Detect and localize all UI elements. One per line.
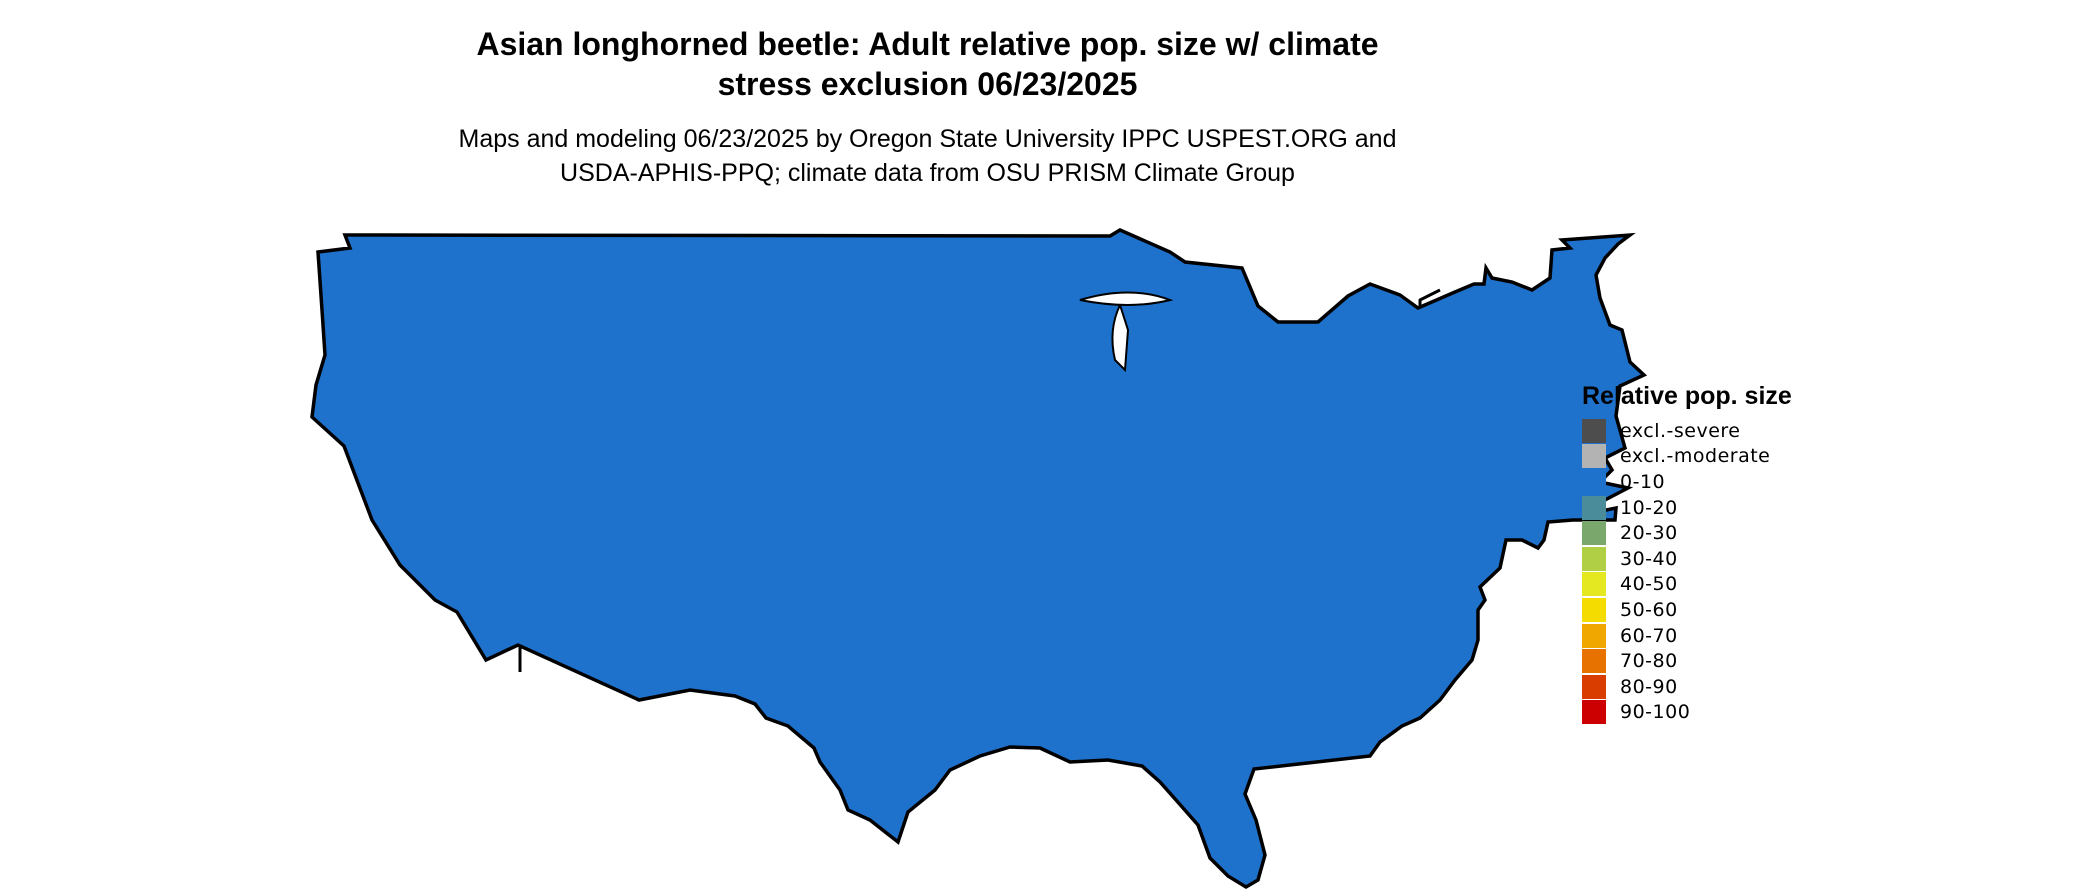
- legend-label: 10-20: [1620, 496, 1678, 519]
- legend-swatch: [1582, 700, 1606, 725]
- legend-swatch: [1582, 469, 1606, 494]
- legend-item: 90-100: [1582, 700, 1792, 726]
- lake-michigan: [1111, 302, 1130, 373]
- legend-label: 40-50: [1620, 573, 1678, 596]
- legend-label: 80-90: [1620, 675, 1678, 698]
- legend-label: 20-30: [1620, 522, 1678, 545]
- map-title-line-1: Asian longhorned beetle: Adult relative …: [476, 26, 1379, 62]
- legend-item: excl.-severe: [1582, 418, 1792, 444]
- map-subtitle: Maps and modeling 06/23/2025 by Oregon S…: [0, 122, 1855, 190]
- legend-item: 70-80: [1582, 648, 1792, 674]
- legend-swatch: [1582, 572, 1606, 597]
- legend-swatch: [1582, 495, 1606, 520]
- legend-label: excl.-severe: [1620, 419, 1741, 442]
- legend-item: 40-50: [1582, 572, 1792, 598]
- map-subtitle-line-1: Maps and modeling 06/23/2025 by Oregon S…: [458, 125, 1397, 153]
- legend-swatch: [1582, 521, 1606, 546]
- us-outline: [310, 228, 1646, 889]
- legend-label: 90-100: [1620, 701, 1691, 724]
- legend-item: 50-60: [1582, 597, 1792, 623]
- legend-item: 60-70: [1582, 623, 1792, 649]
- map-title-line-2: stress exclusion 06/23/2025: [717, 66, 1138, 102]
- map-title: Asian longhorned beetle: Adult relative …: [0, 24, 1855, 104]
- legend-label: 70-80: [1620, 650, 1678, 673]
- legend-items: excl.-severe excl.-moderate 0-10 10-20 20-30…: [1582, 418, 1792, 725]
- legend-label: excl.-moderate: [1620, 445, 1771, 468]
- legend-swatch: [1582, 418, 1606, 443]
- map-subtitle-line-2: USDA-APHIS-PPQ; climate data from OSU PR…: [560, 159, 1295, 187]
- legend-label: 0-10: [1620, 470, 1666, 493]
- legend-item: 0-10: [1582, 469, 1792, 495]
- legend-label: 50-60: [1620, 598, 1678, 621]
- legend-swatch: [1582, 649, 1606, 674]
- legend-item: 20-30: [1582, 520, 1792, 546]
- lake-superior: [1079, 291, 1174, 306]
- legend-item: 10-20: [1582, 495, 1792, 521]
- legend-label: 30-40: [1620, 547, 1678, 570]
- legend-item: 80-90: [1582, 674, 1792, 700]
- legend-swatch: [1582, 546, 1606, 571]
- legend-item: excl.-moderate: [1582, 444, 1792, 470]
- legend: Relative pop. size excl.-severe excl.-mod…: [1582, 380, 1792, 725]
- legend-swatch: [1582, 597, 1606, 622]
- legend-title: Relative pop. size: [1582, 382, 1792, 410]
- legend-item: 30-40: [1582, 546, 1792, 572]
- legend-swatch: [1582, 444, 1606, 469]
- legend-swatch: [1582, 674, 1606, 699]
- legend-label: 60-70: [1620, 624, 1678, 647]
- legend-swatch: [1582, 623, 1606, 648]
